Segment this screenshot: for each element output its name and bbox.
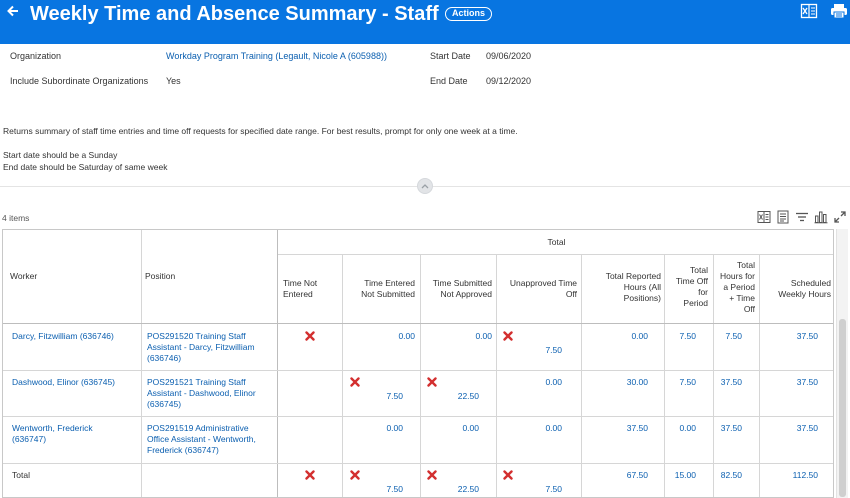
item-count: 4 items: [2, 213, 30, 223]
unapproved-time-off-value[interactable]: 0.00: [545, 423, 562, 433]
scheduled-hours-value[interactable]: 37.50: [796, 377, 818, 387]
submitted-not-approved-value[interactable]: 0.00: [475, 331, 492, 341]
entered-not-submitted-value[interactable]: 7.50: [386, 391, 403, 401]
submitted-not-approved-value[interactable]: 0.00: [462, 423, 479, 433]
grid-line: [3, 416, 833, 417]
error-x-icon: [305, 331, 315, 341]
grid-line: [496, 254, 497, 497]
grid-line: [664, 254, 665, 497]
grid-line: [759, 254, 760, 497]
column-header-position[interactable]: Position: [145, 271, 176, 281]
end-date-label: End Date: [430, 76, 468, 86]
position-link[interactable]: POS291519 Administrative Office Assistant…: [147, 423, 256, 455]
column-group-total: Total: [547, 237, 566, 247]
unapproved-time-off-value[interactable]: 0.00: [545, 377, 562, 387]
error-x-icon: [427, 377, 437, 387]
grid-line: [3, 323, 833, 324]
worker-link[interactable]: Dashwood, Elinor (636745): [12, 377, 116, 387]
total-time-off-value[interactable]: 7.50: [679, 377, 696, 387]
column-header-submitted-not-approved[interactable]: Time Submitted Not Approved: [432, 278, 492, 299]
grid-line: [581, 254, 582, 497]
start-date-note: Start date should be a Sunday: [3, 150, 118, 160]
error-x-icon: [350, 470, 360, 480]
end-date-note: End date should be Saturday of same week: [3, 162, 168, 172]
include-subordinate-value: Yes: [166, 76, 181, 86]
total-submitted-not-approved[interactable]: 22.50: [457, 484, 479, 494]
chart-icon[interactable]: [814, 210, 828, 224]
back-arrow-icon[interactable]: [4, 4, 22, 22]
organization-link[interactable]: Workday Program Training (Legault, Nicol…: [166, 51, 387, 61]
scheduled-hours-value[interactable]: 37.50: [796, 423, 818, 433]
total-reported-sum[interactable]: 67.50: [626, 470, 648, 480]
error-x-icon: [503, 470, 513, 480]
column-header-time-not-entered[interactable]: Time Not Entered: [283, 278, 318, 299]
total-hours-sum[interactable]: 82.50: [720, 470, 742, 480]
entered-not-submitted-value[interactable]: 0.00: [398, 331, 415, 341]
table-excel-icon[interactable]: [757, 210, 771, 224]
position-link[interactable]: POS291521 Training Staff Assistant - Dash…: [147, 377, 256, 409]
column-header-scheduled[interactable]: Scheduled Weekly Hours: [778, 278, 831, 299]
total-row-label: Total: [12, 470, 30, 480]
total-unapproved-time-off[interactable]: 7.50: [545, 484, 562, 494]
grid-line: [277, 230, 278, 497]
report-description: Returns summary of staff time entries an…: [3, 126, 518, 136]
total-hours-value[interactable]: 7.50: [725, 331, 742, 341]
end-date-value: 09/12/2020: [486, 76, 532, 86]
page-header: Weekly Time and Absence Summary - Staff …: [0, 0, 850, 44]
grid-line: [420, 254, 421, 497]
fullscreen-icon[interactable]: [833, 210, 847, 224]
page-title: Weekly Time and Absence Summary - Staff: [30, 3, 439, 25]
table-scrollbar[interactable]: [836, 229, 848, 498]
unapproved-time-off-value[interactable]: 7.50: [545, 345, 562, 355]
total-reported-value[interactable]: 0.00: [631, 331, 648, 341]
excel-export-icon[interactable]: [800, 3, 818, 19]
grid-line: [3, 370, 833, 371]
filter-icon[interactable]: [795, 210, 809, 224]
total-entered-not-submitted[interactable]: 7.50: [386, 484, 403, 494]
column-header-total-hours[interactable]: Total Hours for a Period + Time Off: [720, 260, 755, 314]
organization-label: Organization: [10, 51, 62, 61]
grid-line: [278, 254, 833, 255]
start-date-value: 09/06/2020: [486, 51, 532, 61]
column-header-worker[interactable]: Worker: [10, 271, 38, 281]
grid-line: [3, 463, 833, 464]
total-reported-value[interactable]: 30.00: [626, 377, 648, 387]
column-header-total-reported[interactable]: Total Reported Hours (All Positions): [605, 271, 661, 303]
total-time-off-sum[interactable]: 15.00: [674, 470, 696, 480]
grid-line: [342, 254, 343, 497]
total-scheduled-sum[interactable]: 112.50: [792, 470, 818, 480]
error-x-icon: [305, 470, 315, 480]
error-x-icon: [503, 331, 513, 341]
total-hours-value[interactable]: 37.50: [720, 377, 742, 387]
total-time-off-value[interactable]: 0.00: [679, 423, 696, 433]
worker-link[interactable]: Darcy, Fitzwilliam (636746): [12, 331, 114, 341]
submitted-not-approved-value[interactable]: 22.50: [457, 391, 479, 401]
column-header-unapproved-time-off[interactable]: Unapproved Time Off: [509, 278, 577, 299]
summary-table: Total Worker Position Time Not Entered Ti…: [2, 229, 834, 498]
position-link[interactable]: POS291520 Training Staff Assistant - Darc…: [147, 331, 255, 363]
total-time-off-value[interactable]: 7.50: [679, 331, 696, 341]
worker-link[interactable]: Wentworth, Frederick (636747): [12, 423, 93, 444]
total-hours-value[interactable]: 37.50: [720, 423, 742, 433]
error-x-icon: [427, 470, 437, 480]
scrollbar-thumb[interactable]: [839, 319, 846, 497]
grid-line: [141, 230, 142, 497]
scheduled-hours-value[interactable]: 37.50: [796, 331, 818, 341]
print-icon[interactable]: [830, 3, 848, 19]
start-date-label: Start Date: [430, 51, 471, 61]
table-pdf-icon[interactable]: [776, 210, 790, 224]
column-header-entered-not-submitted[interactable]: Time Entered Not Submitted: [361, 278, 415, 299]
grid-line: [713, 254, 714, 497]
include-subordinate-label: Include Subordinate Organizations: [10, 76, 149, 86]
column-header-total-time-off[interactable]: Total Time Off for Period: [675, 265, 708, 308]
chevron-up-icon[interactable]: [417, 178, 433, 194]
total-reported-value[interactable]: 37.50: [626, 423, 648, 433]
entered-not-submitted-value[interactable]: 0.00: [386, 423, 403, 433]
error-x-icon: [350, 377, 360, 387]
actions-button[interactable]: Actions: [445, 7, 493, 21]
